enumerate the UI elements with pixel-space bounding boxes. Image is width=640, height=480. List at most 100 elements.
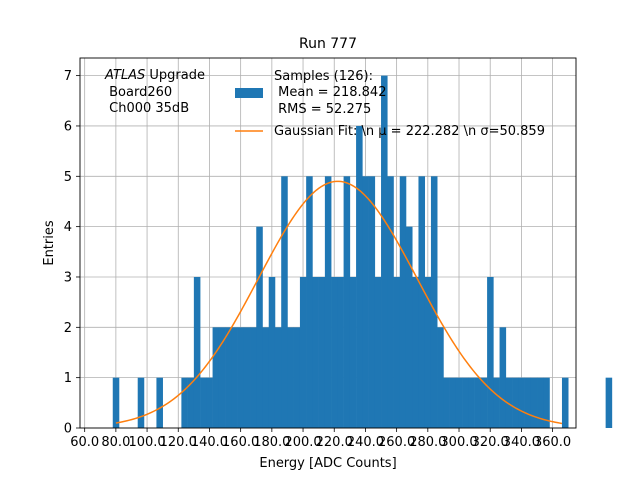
y-tick-label: 6 <box>64 119 72 134</box>
histogram-bar <box>424 276 432 428</box>
histogram-bar <box>543 377 550 428</box>
histogram-bar <box>412 276 419 428</box>
histogram-bar <box>250 327 257 428</box>
x-axis-label: Energy [ADC Counts] <box>259 456 396 471</box>
atlas-italic: ATLAS <box>104 68 145 83</box>
histogram-bar <box>206 377 213 428</box>
chart-title: Run 777 <box>299 36 357 52</box>
legend-fit-label: Gaussian Fit: \n μ = 222.282 \n σ=50.859 <box>274 124 545 139</box>
x-tick-label: 60.0 <box>70 435 99 450</box>
histogram-bar <box>181 377 188 428</box>
x-tick-label: 220.0 <box>316 435 353 450</box>
y-tick-label: 4 <box>64 220 72 235</box>
x-tick-label: 280.0 <box>409 435 446 450</box>
y-axis-ticks: 0 1 2 3 4 5 6 7 <box>64 69 80 437</box>
histogram-bar <box>331 276 338 428</box>
x-tick-label: 140.0 <box>191 435 228 450</box>
histogram-bar <box>561 377 569 428</box>
histogram-bar <box>337 276 344 428</box>
histogram-bar <box>374 276 382 428</box>
histogram-bar <box>487 276 494 428</box>
histogram-bar <box>518 377 525 428</box>
y-tick-label: 7 <box>64 69 72 84</box>
y-tick-label: 1 <box>64 371 72 386</box>
histogram-bar <box>362 176 369 428</box>
histogram-bar <box>480 377 488 428</box>
histogram-bar <box>430 176 438 428</box>
x-tick-label: 180.0 <box>253 435 290 450</box>
histogram-bar <box>293 327 301 428</box>
x-tick-label: 300.0 <box>440 435 477 450</box>
histogram-bar <box>418 176 426 428</box>
histogram-bar <box>449 377 457 428</box>
legend-samples-line-3: RMS = 52.275 <box>274 102 371 117</box>
y-tick-label: 5 <box>64 170 72 185</box>
histogram-bar <box>537 377 544 428</box>
histogram-bar <box>281 176 288 428</box>
x-tick-label: 260.0 <box>378 435 415 450</box>
histogram-bar <box>225 327 232 428</box>
histogram-bar <box>187 377 195 428</box>
x-tick-label: 360.0 <box>534 435 571 450</box>
annotation-upgrade: Upgrade <box>145 68 205 83</box>
histogram-bar <box>493 377 500 428</box>
histogram-bar <box>112 377 120 428</box>
legend-samples-swatch <box>235 88 263 98</box>
histogram-bar <box>306 176 313 428</box>
histogram-bars <box>112 75 613 429</box>
x-tick-label: 80.0 <box>101 435 130 450</box>
histogram-bar <box>318 276 326 428</box>
x-tick-label: 320.0 <box>472 435 509 450</box>
annotation-title: ATLAS Upgrade <box>104 68 205 83</box>
histogram-bar <box>462 377 469 428</box>
x-tick-label: 240.0 <box>347 435 384 450</box>
histogram-bar <box>368 176 376 428</box>
histogram-bar <box>356 125 363 429</box>
histogram-bar <box>405 226 413 428</box>
histogram-bar <box>349 276 357 428</box>
y-axis-label: Entries <box>42 220 57 266</box>
histogram-bar <box>200 377 207 428</box>
x-tick-label: 160.0 <box>222 435 259 450</box>
histogram-bar <box>387 176 394 428</box>
histogram-bar <box>381 75 388 428</box>
histogram-bar <box>312 276 319 428</box>
histogram-bar <box>274 327 282 428</box>
legend: Samples (126): Mean = 218.842 RMS = 52.2… <box>235 69 545 139</box>
x-axis-ticks: 60.0 80.0100.0120.0140.0160.0180.0200.022… <box>70 428 571 450</box>
annotation-line-1: Board260 <box>105 85 172 100</box>
histogram-bar <box>530 377 538 428</box>
histogram-bar <box>505 377 513 428</box>
atlas-annotation: ATLAS Upgrade Board260 Ch000 35dB <box>104 68 205 116</box>
histogram-bar <box>443 377 450 428</box>
histogram-bar <box>512 377 519 428</box>
gaussian-fit-line <box>115 180 563 425</box>
histogram-bar <box>212 327 220 428</box>
legend-samples-line-1: Samples (126): <box>274 69 373 84</box>
y-tick-label: 2 <box>64 321 72 336</box>
histogram-bar <box>137 377 145 428</box>
histogram-bar <box>324 176 332 428</box>
histogram-bar <box>193 276 201 428</box>
histogram-bar <box>268 276 276 428</box>
legend-samples-line-2: Mean = 218.842 <box>274 85 386 100</box>
x-tick-label: 100.0 <box>128 435 165 450</box>
histogram-bar <box>393 276 401 428</box>
histogram-bar <box>156 377 163 428</box>
histogram-bar <box>455 377 463 428</box>
histogram-bar <box>474 377 482 428</box>
histogram-bar <box>399 176 407 428</box>
histogram-bar <box>524 377 532 428</box>
histogram-bar <box>231 327 238 428</box>
histogram-bar <box>299 276 307 428</box>
histogram-bar <box>262 327 270 428</box>
histogram-bar <box>437 327 444 428</box>
histogram-bar <box>218 327 226 428</box>
histogram-bar <box>468 377 475 428</box>
histogram-bar <box>605 377 613 428</box>
x-tick-label: 200.0 <box>284 435 321 450</box>
histogram-bar <box>499 327 507 428</box>
histogram-bar <box>243 327 251 428</box>
y-tick-label: 0 <box>64 422 72 437</box>
